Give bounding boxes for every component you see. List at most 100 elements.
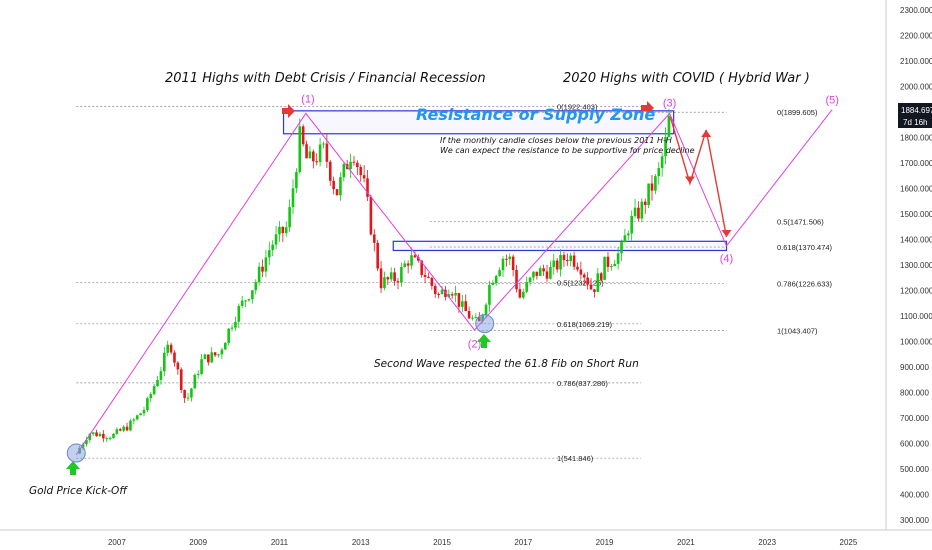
candle-down: [420, 260, 423, 275]
candle-down: [467, 311, 471, 319]
candle-up: [494, 275, 498, 284]
candle-up: [403, 263, 407, 267]
candle-up: [271, 244, 274, 251]
candle-down: [386, 277, 390, 280]
candle-up: [626, 233, 630, 236]
candle-up: [135, 415, 139, 420]
wave2-circle: [475, 314, 495, 334]
candle-down: [423, 274, 427, 277]
candle-up: [264, 257, 268, 272]
candle-up: [149, 394, 153, 399]
candle-down: [176, 362, 180, 370]
candle-down: [572, 255, 576, 267]
candle-up: [295, 172, 298, 189]
candle-up: [538, 268, 542, 276]
candle-up: [532, 271, 535, 278]
candle-up: [616, 253, 620, 264]
price-tick-label: 2300.000: [900, 6, 932, 15]
candle-down: [312, 151, 315, 162]
candle-up: [291, 188, 295, 208]
candle-down: [372, 234, 376, 243]
candle-down: [511, 256, 515, 271]
wave-label: (5): [825, 95, 838, 107]
price-tick-label: 2100.000: [900, 57, 932, 66]
candle-up: [481, 314, 484, 322]
candle-up: [508, 256, 512, 260]
candle-up: [146, 398, 149, 410]
candle-down: [566, 260, 569, 262]
candle-down: [427, 276, 430, 278]
second-wave-note: Second Wave respected the 61.8 Fib on Sh…: [374, 358, 639, 370]
note-line-2: We can expect the resistance to be suppo…: [440, 146, 695, 155]
candle-up: [664, 137, 667, 157]
projected-path: [669, 117, 728, 238]
fib-level-label: 0(1922.403): [557, 102, 598, 111]
candle-down: [450, 294, 454, 296]
price-tick-label: 700.000: [900, 414, 929, 423]
red-arrow-icon: [282, 104, 295, 118]
candle-down: [173, 352, 176, 363]
candle-up: [163, 352, 166, 372]
zones: [282, 110, 728, 252]
candle-down: [369, 196, 373, 235]
candle-up: [322, 143, 325, 145]
green-up-arrow-icon: [66, 461, 80, 475]
candle-up: [389, 272, 393, 280]
candle-down: [352, 161, 356, 163]
candle-up: [193, 374, 197, 389]
red-arrow-icon: [641, 101, 654, 115]
candle-up: [474, 317, 478, 319]
candle-down: [477, 317, 481, 322]
fib-level-label: 0(1899.605): [777, 108, 818, 117]
candle-down: [301, 126, 305, 145]
candle-down: [396, 281, 400, 283]
candle-down: [376, 242, 379, 269]
candle-up: [454, 293, 457, 296]
zone-rect: [392, 240, 728, 252]
candle-up: [410, 255, 413, 266]
candle-down: [118, 429, 122, 431]
price-tick-label: 400.000: [900, 490, 929, 499]
candle-down: [366, 178, 369, 197]
candle-up: [660, 156, 664, 169]
candle-up: [85, 439, 88, 445]
fib-level-label: 1(1043.407): [777, 326, 818, 335]
candle-down: [102, 433, 105, 439]
candle-down: [593, 289, 596, 292]
year-tick-label: 2017: [514, 538, 532, 547]
candle-up: [528, 277, 532, 283]
candle-up: [339, 177, 342, 196]
candle-up: [654, 176, 657, 191]
candle-down: [606, 256, 610, 267]
kickoff-label: Gold Price Kick-Off: [29, 485, 128, 497]
candle-down: [417, 257, 420, 261]
candle-up: [139, 413, 142, 416]
candle-up: [596, 273, 600, 292]
fib-level-label: 1(541.846): [557, 454, 594, 463]
candle-up: [630, 215, 633, 234]
candle-up: [223, 342, 227, 350]
candle-down: [586, 277, 589, 285]
candle-up: [501, 258, 505, 271]
year-tick-label: 2011: [271, 538, 289, 547]
candle-up: [122, 426, 125, 431]
price-axis[interactable]: 300.000 400.000 500.000 600.000 700.000 800.0…: [885, 0, 932, 530]
wave-label: (4): [720, 253, 733, 265]
wave-label: (3): [663, 98, 676, 110]
year-tick-label: 2023: [758, 538, 776, 547]
candle-up: [267, 250, 271, 258]
price-tick-label: 500.000: [900, 465, 929, 474]
candle-up: [383, 277, 386, 289]
candle-up: [484, 304, 488, 315]
candle-down: [328, 161, 332, 181]
candle-down: [95, 432, 98, 437]
candle-up: [251, 290, 254, 300]
supply-zone-label: Resistance or Supply Zone: [416, 105, 655, 124]
candle-up: [196, 374, 200, 376]
wave-path: [75, 109, 833, 456]
year-tick-label: 2013: [352, 538, 370, 547]
candle-up: [142, 409, 146, 414]
year-tick-label: 2015: [433, 538, 451, 547]
candle-up: [257, 266, 261, 283]
